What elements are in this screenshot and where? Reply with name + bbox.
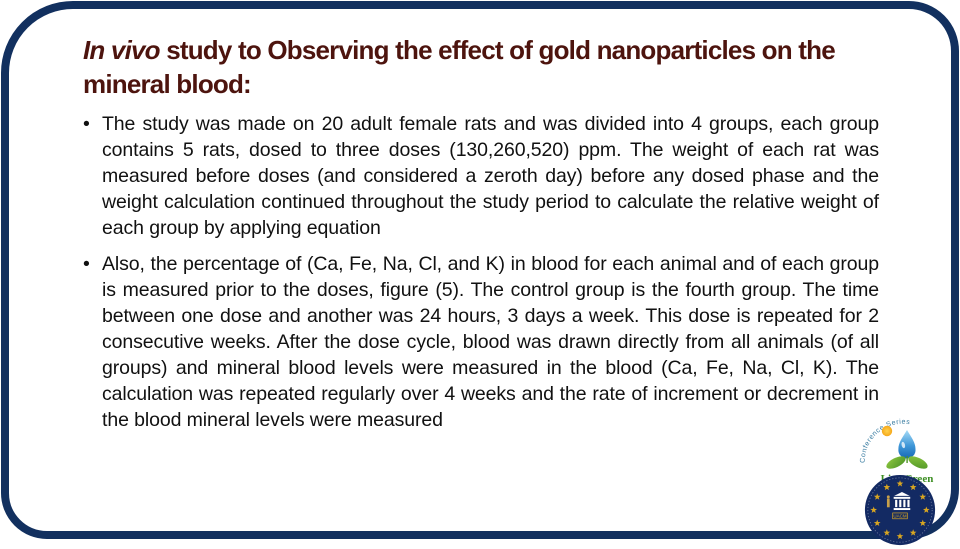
bullet-item: • Also, the percentage of (Ca, Fe, Na, C… — [81, 251, 879, 433]
star-icon — [883, 529, 891, 536]
emblem-stars — [870, 480, 930, 540]
slide-title: In vivo study to Observing the effect of… — [83, 33, 899, 101]
bullet-icon: • — [83, 113, 90, 135]
logo-cluster: Conference Series Live Green — [851, 405, 951, 549]
statue-icon — [886, 495, 890, 508]
star-icon — [919, 493, 927, 500]
left-leaf-icon — [886, 456, 906, 469]
star-icon — [883, 483, 891, 491]
star-icon — [909, 483, 917, 491]
bullet-item: • The study was made on 20 adult female … — [81, 111, 879, 241]
bullet-text: Also, the percentage of (Ca, Fe, Na, Cl,… — [102, 253, 879, 431]
right-leaf-icon — [908, 456, 928, 469]
emblem-label: UACM — [893, 514, 906, 519]
temple-icon — [893, 492, 911, 511]
droplet-highlight — [901, 441, 906, 449]
bullet-list: • The study was made on 20 adult female … — [81, 111, 879, 443]
emblem-logo: UACM — [864, 474, 936, 546]
live-green-logo: Conference Series Live Green — [860, 419, 934, 485]
title-italic-part: In vivo — [83, 35, 161, 65]
stem-icon — [906, 456, 908, 463]
star-icon — [909, 529, 917, 536]
star-icon — [873, 519, 881, 527]
star-icon — [870, 506, 878, 513]
title-rest-part: study to Observing the effect of gold na… — [83, 35, 836, 99]
bullet-text: The study was made on 20 adult female ra… — [102, 113, 879, 239]
star-icon — [922, 506, 930, 513]
star-icon — [873, 493, 881, 500]
sun-icon — [881, 425, 893, 437]
bullet-icon: • — [83, 253, 90, 275]
star-icon — [896, 532, 904, 540]
water-droplet-icon — [898, 430, 916, 459]
star-icon — [919, 519, 927, 527]
star-icon — [896, 480, 904, 487]
emblem-label-box — [892, 512, 908, 520]
